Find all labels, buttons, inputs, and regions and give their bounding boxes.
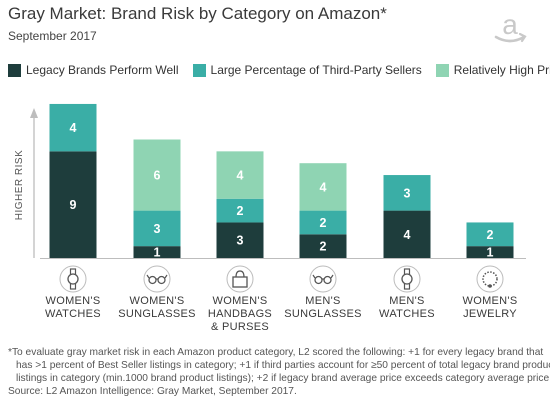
y-axis-arrow-head	[30, 108, 38, 118]
bar-value-label: 2	[237, 204, 244, 218]
category-label: & PURSES	[211, 321, 269, 333]
bar-value-label: 9	[70, 198, 77, 212]
bar-segment	[133, 246, 181, 258]
bar-value-label: 2	[487, 228, 494, 242]
amazon-logo-icon: a	[494, 10, 527, 43]
category-label: WATCHES	[45, 308, 101, 320]
watch-icon	[67, 273, 79, 285]
sunglasses-icon	[146, 274, 168, 280]
legend-swatch-third-party	[192, 63, 206, 77]
page-subtitle: September 2017	[8, 29, 97, 43]
sunglasses-icon	[148, 275, 157, 285]
page-title: Gray Market: Brand Risk by Category on A…	[8, 4, 387, 23]
category-label: WOMEN'S	[213, 295, 268, 307]
bar-segment	[216, 151, 264, 199]
sunglasses-icon	[157, 275, 166, 285]
bar-segment	[466, 246, 514, 258]
category-icon-circle	[143, 265, 171, 293]
footnote-line: *To evaluate gray market risk in each Am…	[8, 347, 544, 358]
handbag-icon	[235, 270, 245, 278]
legend-label-third-party: Large Percentage of Third-Party Sellers	[210, 63, 422, 77]
legend-swatch-high-prices	[435, 63, 449, 77]
footnote: *To evaluate gray market risk in each Am…	[8, 346, 550, 398]
bar-value-label: 1	[487, 246, 494, 260]
bar-value-label: 3	[404, 186, 411, 200]
sunglasses-icon	[312, 274, 334, 280]
category-label: WOMEN'S	[46, 295, 101, 307]
category-icon-circle	[226, 265, 254, 293]
category-icon-circle	[476, 265, 504, 293]
bar-value-label: 1	[154, 246, 161, 260]
bar-segment	[216, 222, 264, 258]
bar-segment	[216, 198, 264, 223]
category-label: MEN'S	[305, 295, 340, 307]
bar-value-label: 2	[320, 216, 327, 230]
necklace-icon	[488, 284, 492, 288]
category-label: WOMEN'S	[463, 295, 518, 307]
category-icon-circle	[393, 265, 421, 293]
watch-icon	[401, 273, 413, 285]
bar-value-label: 3	[154, 222, 161, 236]
legend-item-high-prices: Relatively High Prices	[435, 63, 550, 77]
bar-value-label: 4	[404, 228, 411, 242]
legend-item-third-party: Large Percentage of Third-Party Sellers	[192, 63, 422, 77]
category-icon-circle	[59, 265, 87, 293]
category-label: HANDBAGS	[208, 308, 272, 320]
bar-segment	[466, 222, 514, 247]
bar-segment	[133, 139, 181, 211]
svg-text:a: a	[502, 10, 518, 40]
bar-segment	[299, 234, 347, 258]
legend-label-legacy: Legacy Brands Perform Well	[26, 63, 179, 77]
category-label: SUNGLASSES	[284, 308, 362, 320]
bar-segment	[299, 210, 347, 235]
category-label: JEWELRY	[463, 308, 517, 320]
legend-label-high-prices: Relatively High Prices	[453, 63, 550, 77]
bar-segment	[133, 210, 181, 247]
footnote-line: has >1 percent of Best Seller listings i…	[16, 360, 550, 371]
handbag-icon	[232, 276, 248, 288]
bar-segment	[49, 151, 97, 258]
footnote-line: listings in category (min.1000 brand pro…	[16, 373, 550, 384]
bar-value-label: 4	[320, 180, 327, 194]
bar-segment	[383, 175, 431, 211]
bar-segment	[383, 210, 431, 258]
bar-value-label: 3	[237, 234, 244, 248]
legend-item-legacy: Legacy Brands Perform Well	[8, 63, 179, 77]
category-label: WATCHES	[379, 308, 435, 320]
footnote-source: Source: L2 Amazon Intelligence: Gray Mar…	[8, 386, 297, 397]
category-label: SUNGLASSES	[118, 308, 196, 320]
bar-value-label: 4	[70, 121, 77, 135]
bar-value-label: 4	[237, 169, 244, 183]
category-icon-circle	[309, 265, 337, 293]
chart-legend: Legacy Brands Perform Well Large Percent…	[8, 63, 550, 77]
bar-value-label: 6	[154, 169, 161, 183]
category-label: MEN'S	[389, 295, 424, 307]
bar-value-label: 2	[320, 240, 327, 254]
y-axis-label: HIGHER RISK	[14, 150, 25, 221]
bar-segment	[299, 163, 347, 211]
bar-segment	[49, 103, 97, 152]
sunglasses-icon	[314, 275, 323, 285]
necklace-icon	[482, 271, 498, 287]
sunglasses-icon	[323, 275, 332, 285]
category-label: WOMEN'S	[130, 295, 185, 307]
legend-swatch-legacy	[8, 63, 21, 77]
